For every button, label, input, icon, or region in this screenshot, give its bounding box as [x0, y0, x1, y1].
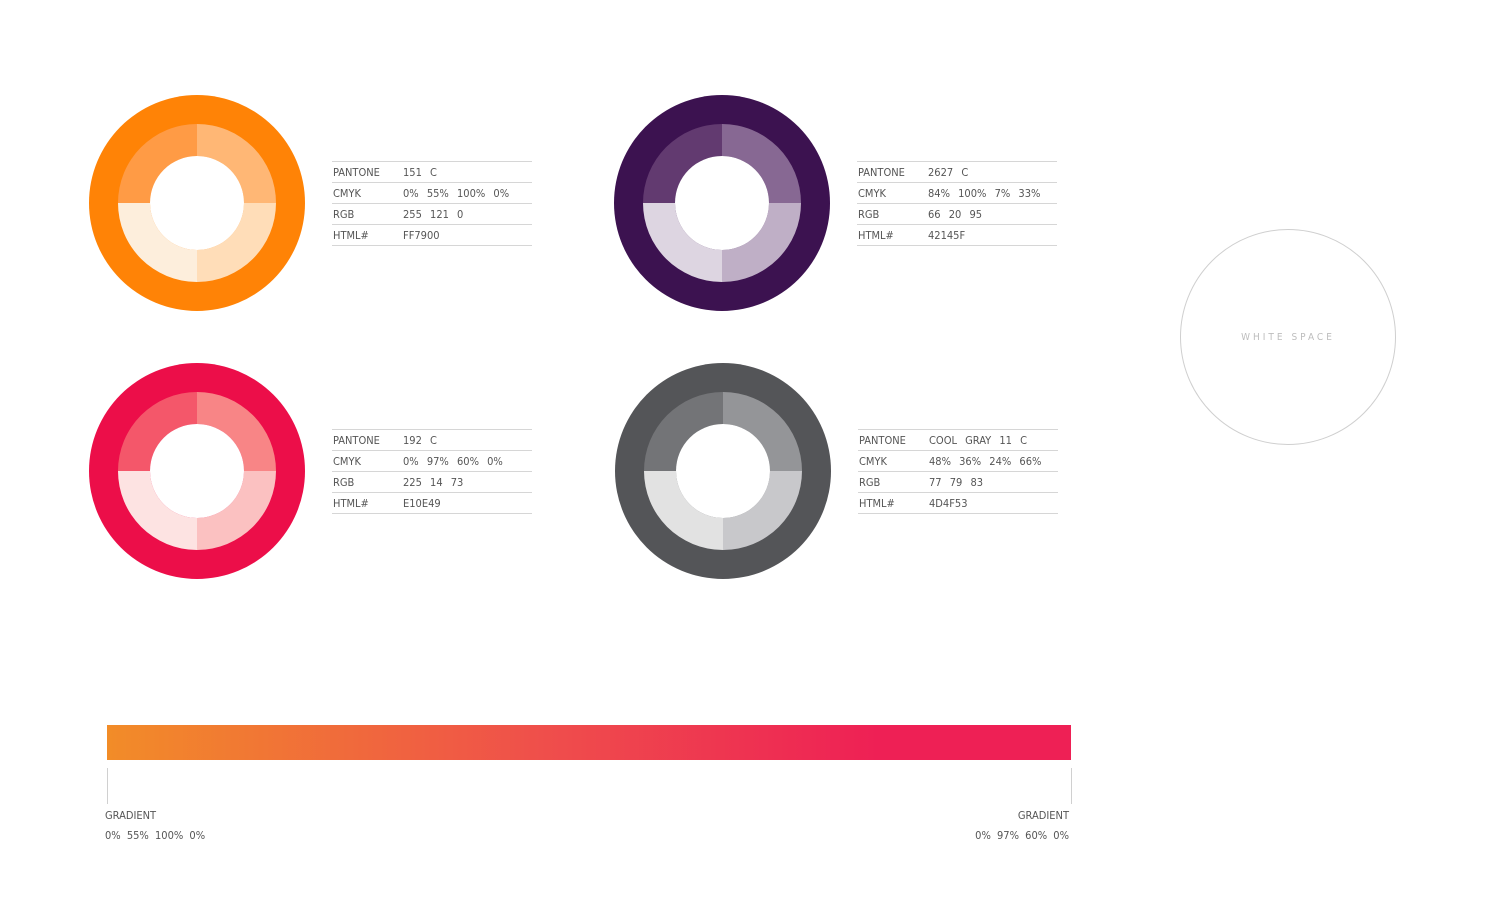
spec-value: 84% 100% 7% 33%: [928, 187, 1041, 200]
spec-key: CMYK: [333, 187, 361, 200]
red-tint-tl: [118, 392, 197, 471]
red-tint-br: [197, 471, 276, 550]
spec-value: 225 14 73: [403, 476, 464, 489]
white-space-swatch: WHITE SPACE: [1180, 229, 1396, 445]
spec-value: 0% 55% 100% 0%: [403, 187, 510, 200]
spec-value: COOL GRAY 11 C: [929, 434, 1027, 447]
spec-row-html: HTML# 42145F: [857, 225, 1057, 246]
gradient-start-label: GRADIENT: [105, 809, 157, 822]
spec-key: PANTONE: [333, 166, 380, 179]
spec-row-html: HTML# 4D4F53: [858, 493, 1058, 514]
orange-spec-table: PANTONE 151 C CMYK 0% 55% 100% 0% RGB 255 121…: [332, 161, 532, 246]
spec-key: CMYK: [858, 187, 886, 200]
purple-tint-bl: [643, 203, 722, 282]
spec-row-rgb: RGB 225 14 73: [332, 472, 532, 493]
spec-value: 151 C: [403, 166, 437, 179]
spec-key: PANTONE: [859, 434, 906, 447]
spec-row-rgb: RGB 255 121 0: [332, 204, 532, 225]
red-center: [150, 424, 244, 518]
spec-key: RGB: [859, 476, 881, 489]
orange-tint-tl: [118, 124, 197, 203]
purple-center: [675, 156, 769, 250]
gradient-end-label: GRADIENT: [1017, 809, 1069, 822]
spec-row-pantone: PANTONE 2627 C: [857, 162, 1057, 183]
red-spec-table: PANTONE 192 C CMYK 0% 97% 60% 0% RGB 225 14 7…: [332, 429, 532, 514]
spec-value: 4D4F53: [929, 497, 968, 510]
spec-row-cmyk: CMYK 0% 55% 100% 0%: [332, 183, 532, 204]
spec-key: PANTONE: [858, 166, 905, 179]
spec-key: RGB: [333, 208, 355, 221]
white-space-label: WHITE SPACE: [1241, 331, 1335, 343]
purple-color-wheel: [614, 95, 830, 311]
spec-row-html: HTML# E10E49: [332, 493, 532, 514]
orange-color-wheel: [89, 95, 305, 311]
orange-center: [150, 156, 244, 250]
purple-tint-br: [722, 203, 801, 282]
spec-value: FF7900: [403, 229, 440, 242]
purple-spec-table: PANTONE 2627 C CMYK 84% 100% 7% 33% RGB 66 20…: [857, 161, 1057, 246]
spec-value: 66 20 95: [928, 208, 983, 221]
orange-tint-tr: [197, 124, 276, 203]
spec-key: HTML#: [333, 497, 369, 510]
gradient-bar: [107, 725, 1071, 760]
gray-tint-tl: [644, 392, 723, 471]
purple-tint-tr: [722, 124, 801, 203]
spec-row-cmyk: CMYK 84% 100% 7% 33%: [857, 183, 1057, 204]
gray-center: [676, 424, 770, 518]
orange-tint-br: [197, 203, 276, 282]
spec-row-html: HTML# FF7900: [332, 225, 532, 246]
spec-key: CMYK: [333, 455, 361, 468]
spec-value: E10E49: [403, 497, 441, 510]
red-tint-bl: [118, 471, 197, 550]
gray-spec-table: PANTONE COOL GRAY 11 C CMYK 48% 36% 24% 66%…: [858, 429, 1058, 514]
spec-row-pantone: PANTONE 192 C: [332, 430, 532, 451]
spec-row-rgb: RGB 66 20 95: [857, 204, 1057, 225]
spec-key: RGB: [333, 476, 355, 489]
spec-value: 2627 C: [928, 166, 969, 179]
spec-value: 192 C: [403, 434, 437, 447]
red-tint-tr: [197, 392, 276, 471]
spec-key: CMYK: [859, 455, 887, 468]
spec-row-cmyk: CMYK 0% 97% 60% 0%: [332, 451, 532, 472]
gradient-start-value: 0% 55% 100% 0%: [105, 829, 206, 842]
spec-value: 77 79 83: [929, 476, 984, 489]
purple-tint-tl: [643, 124, 722, 203]
gradient-start-tick: [107, 768, 108, 804]
gray-tint-br: [723, 471, 802, 550]
gradient-end-value: 0% 97% 60% 0%: [975, 829, 1069, 842]
spec-row-pantone: PANTONE COOL GRAY 11 C: [858, 430, 1058, 451]
spec-key: PANTONE: [333, 434, 380, 447]
spec-row-rgb: RGB 77 79 83: [858, 472, 1058, 493]
gray-tint-bl: [644, 471, 723, 550]
spec-value: 48% 36% 24% 66%: [929, 455, 1042, 468]
orange-tint-bl: [118, 203, 197, 282]
spec-key: HTML#: [859, 497, 895, 510]
spec-value: 255 121 0: [403, 208, 464, 221]
spec-row-pantone: PANTONE 151 C: [332, 162, 532, 183]
spec-row-cmyk: CMYK 48% 36% 24% 66%: [858, 451, 1058, 472]
spec-key: HTML#: [858, 229, 894, 242]
gradient-end-tick: [1071, 768, 1072, 804]
spec-value: 0% 97% 60% 0%: [403, 455, 503, 468]
gray-color-wheel: [615, 363, 831, 579]
spec-value: 42145F: [928, 229, 966, 242]
spec-key: HTML#: [333, 229, 369, 242]
spec-key: RGB: [858, 208, 880, 221]
red-color-wheel: [89, 363, 305, 579]
gray-tint-tr: [723, 392, 802, 471]
